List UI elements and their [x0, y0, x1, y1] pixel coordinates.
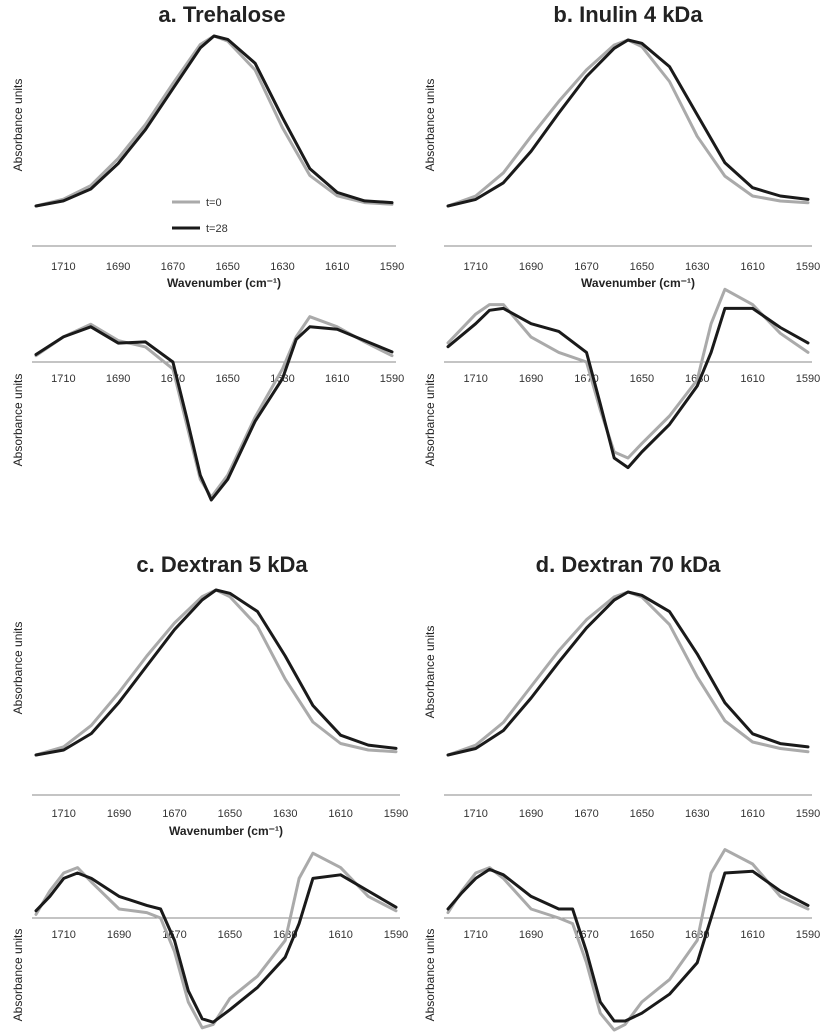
x-tick-label: 1690	[106, 261, 130, 273]
legend-label: t=28	[206, 223, 228, 235]
panel-title: d. Dextran 70 kDa	[536, 552, 721, 577]
y-axis-title: Absorbance units	[423, 79, 437, 172]
x-tick-label: 1690	[519, 373, 543, 385]
y-axis-title: Absorbance units	[423, 929, 437, 1022]
x-tick-label: 1590	[384, 808, 408, 820]
absorbance-series-t-0	[34, 34, 394, 208]
x-tick-label: 1670	[161, 261, 185, 273]
y-axis-title: Absorbance units	[423, 626, 437, 719]
x-tick-label: 1610	[328, 929, 352, 941]
absorbance-series-t-0	[34, 588, 398, 757]
x-tick-label: 1650	[630, 373, 654, 385]
x-axis-title: Wavenumber (cm⁻¹)	[167, 276, 281, 290]
x-tick-label: 1630	[270, 261, 294, 273]
x-tick-label: 1590	[796, 929, 820, 941]
x-tick-label: 1610	[328, 808, 352, 820]
derivative-series-t-0	[446, 287, 810, 460]
derivative-series-t-28	[446, 867, 810, 1023]
derivative-series-t-28	[34, 325, 394, 502]
x-tick-label: 1670	[574, 808, 598, 820]
x-tick-label: 1690	[107, 929, 131, 941]
absorbance-series-t-28	[34, 34, 394, 208]
x-tick-label: 1690	[519, 808, 543, 820]
x-tick-label: 1650	[630, 261, 654, 273]
absorbance-series-t-28	[34, 588, 398, 757]
y-axis-title: Absorbance units	[11, 929, 25, 1022]
y-axis-title: Absorbance units	[11, 79, 25, 172]
x-axis-title: Wavenumber (cm⁻¹)	[581, 276, 695, 290]
x-tick-label: 1590	[384, 929, 408, 941]
y-axis-title: Absorbance units	[423, 374, 437, 467]
x-tick-label: 1590	[796, 261, 820, 273]
panel-d: d. Dextran 70 kDa 1710 1690 1670 1650 1630 161…	[423, 552, 820, 1032]
y-axis-title: Absorbance units	[11, 374, 25, 467]
x-tick-label: 1610	[740, 929, 764, 941]
absorbance-series-t-28	[446, 590, 810, 757]
x-tick-label: 1710	[51, 808, 75, 820]
panel-a: a. Trehalose 1710 1690 1670 1650 1630 1610 1590…	[11, 2, 404, 502]
x-tick-label: 1610	[325, 373, 349, 385]
absorbance-series-t-0	[446, 38, 810, 208]
x-tick-label: 1690	[106, 373, 130, 385]
x-tick-label: 1650	[630, 929, 654, 941]
x-tick-label: 1710	[463, 808, 487, 820]
legend: t=0 t=28	[172, 197, 228, 235]
x-tick-label: 1670	[162, 808, 186, 820]
x-axis-title: Wavenumber (cm⁻¹)	[169, 824, 283, 838]
x-tick-label: 1710	[51, 929, 75, 941]
x-tick-label: 1710	[463, 261, 487, 273]
y-axis-title: Absorbance units	[11, 622, 25, 715]
derivative-series-t-28	[446, 306, 810, 470]
absorbance-series-t-28	[446, 38, 810, 208]
x-tick-label: 1710	[51, 261, 75, 273]
x-tick-label: 1650	[215, 373, 239, 385]
panel-title: c. Dextran 5 kDa	[136, 552, 308, 577]
x-tick-label: 1610	[740, 808, 764, 820]
x-tick-label: 1590	[796, 808, 820, 820]
x-tick-label: 1690	[519, 261, 543, 273]
legend-label: t=0	[206, 197, 222, 209]
x-tick-label: 1630	[273, 808, 297, 820]
x-tick-label: 1650	[630, 808, 654, 820]
x-tick-label: 1650	[218, 929, 242, 941]
x-tick-label: 1710	[51, 373, 75, 385]
x-tick-label: 1690	[519, 929, 543, 941]
x-tick-label: 1690	[107, 808, 131, 820]
x-tick-label: 1610	[740, 261, 764, 273]
panel-title: a. Trehalose	[158, 2, 285, 27]
x-tick-label: 1590	[380, 261, 404, 273]
x-tick-label: 1630	[685, 261, 709, 273]
x-tick-label: 1590	[380, 373, 404, 385]
x-tick-label: 1710	[463, 373, 487, 385]
x-tick-label: 1710	[463, 929, 487, 941]
x-tick-label: 1670	[574, 261, 598, 273]
panel-c: c. Dextran 5 kDa 1710 1690 1670 1650 1630 1610…	[11, 552, 408, 1030]
derivative-series-t-28	[34, 871, 398, 1024]
x-tick-label: 1610	[325, 261, 349, 273]
x-tick-label: 1650	[218, 808, 242, 820]
derivative-series-t-0	[34, 851, 398, 1030]
x-tick-label: 1630	[685, 808, 709, 820]
x-tick-label: 1650	[215, 261, 239, 273]
x-tick-label: 1610	[740, 373, 764, 385]
panel-b: b. Inulin 4 kDa 1710 1690 1670 1650 1630 1610 1…	[423, 2, 820, 470]
x-tick-label: 1590	[796, 373, 820, 385]
panel-title: b. Inulin 4 kDa	[553, 2, 703, 27]
derivative-series-t-0	[34, 315, 394, 499]
